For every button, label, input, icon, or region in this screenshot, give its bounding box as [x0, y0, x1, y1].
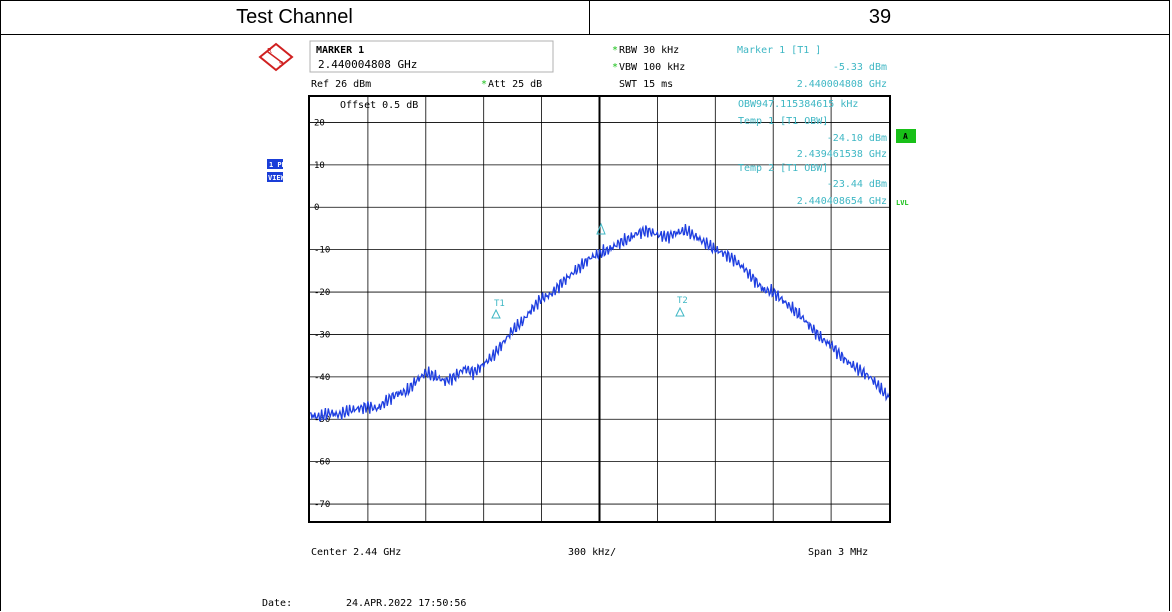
- att-star: *: [481, 79, 487, 90]
- readout-temp1-label: Temp 1 [T1 OBW]: [738, 116, 828, 127]
- rbw-star: *: [612, 45, 618, 56]
- svg-text:R: R: [267, 47, 272, 55]
- center-frequency: Center 2.44 GHz: [311, 547, 401, 558]
- spectrum-trace: [309, 224, 890, 422]
- y-tick-label: -40: [314, 373, 330, 383]
- test-channel-label: Test Channel: [0, 0, 590, 35]
- a-badge: [896, 129, 916, 143]
- swt-setting: SWT 15 ms: [619, 79, 673, 90]
- y-tick-label: 0: [314, 203, 319, 213]
- rs-logo-icon: R S: [258, 42, 294, 72]
- marker-1-icon: [596, 222, 606, 235]
- a-badge-label: A: [903, 132, 908, 141]
- y-tick-label: -30: [314, 330, 330, 340]
- readout-obw: OBW947.115384615 kHz: [738, 99, 858, 110]
- view-badge: [267, 172, 283, 182]
- y-tick-labels: 20 10 0 -10 -20 -30 -40 -50 -60 -70: [314, 118, 330, 510]
- y-tick-label: -70: [314, 500, 330, 510]
- readout-temp2-freq: 2.440408654 GHz: [797, 196, 887, 207]
- lvl-label: LVL: [896, 199, 909, 207]
- marker-t2-icon: T2: [675, 296, 688, 317]
- readout-temp2-label: Temp 2 [T1 OBW]: [738, 163, 828, 174]
- plot-grid: [310, 97, 889, 521]
- att-setting: Att 25 dB: [488, 79, 542, 90]
- marker-box-freq: 2.440004808 GHz: [318, 58, 417, 71]
- readout-temp1-value: -24.10 dBm: [827, 133, 887, 144]
- readout-temp2-value: -23.44 dBm: [827, 179, 887, 190]
- marker-box: [309, 40, 554, 73]
- date-value: 24.APR.2022 17:50:56: [346, 598, 466, 609]
- pr-badge: [267, 159, 283, 169]
- y-tick-label: 20: [314, 118, 325, 128]
- readout-marker-label: Marker 1 [T1 ]: [737, 45, 821, 56]
- readout-marker-value: -5.33 dBm: [833, 62, 887, 73]
- y-tick-label: -60: [314, 458, 330, 468]
- svg-text:T2: T2: [677, 296, 688, 306]
- freq-per-division: 300 kHz/: [568, 547, 616, 558]
- date-label: Date:: [262, 598, 292, 609]
- rbw-setting: RBW 30 kHz: [619, 45, 679, 56]
- ref-level: Ref 26 dBm: [311, 79, 371, 90]
- readout-marker-freq: 2.440004808 GHz: [797, 79, 887, 90]
- marker-box-title: MARKER 1: [316, 45, 364, 56]
- y-tick-label: 10: [314, 161, 325, 171]
- y-tick-label: -20: [314, 288, 330, 298]
- y-tick-label: -50: [314, 415, 330, 425]
- view-badge-label: VIEW: [268, 174, 286, 182]
- marker-t1-icon: T1: [491, 299, 505, 319]
- vbw-setting: VBW 100 kHz: [619, 62, 685, 73]
- pr-badge-label: 1 PR: [269, 161, 287, 169]
- test-channel-value: 39: [590, 0, 1170, 35]
- svg-text:T1: T1: [494, 299, 505, 309]
- readout-temp1-freq: 2.439461538 GHz: [797, 149, 887, 160]
- y-tick-label: -10: [314, 246, 330, 256]
- vbw-star: *: [612, 62, 618, 73]
- offset-label: Offset 0.5 dB: [340, 100, 418, 111]
- svg-text:S: S: [279, 60, 284, 68]
- span-setting: Span 3 MHz: [808, 547, 868, 558]
